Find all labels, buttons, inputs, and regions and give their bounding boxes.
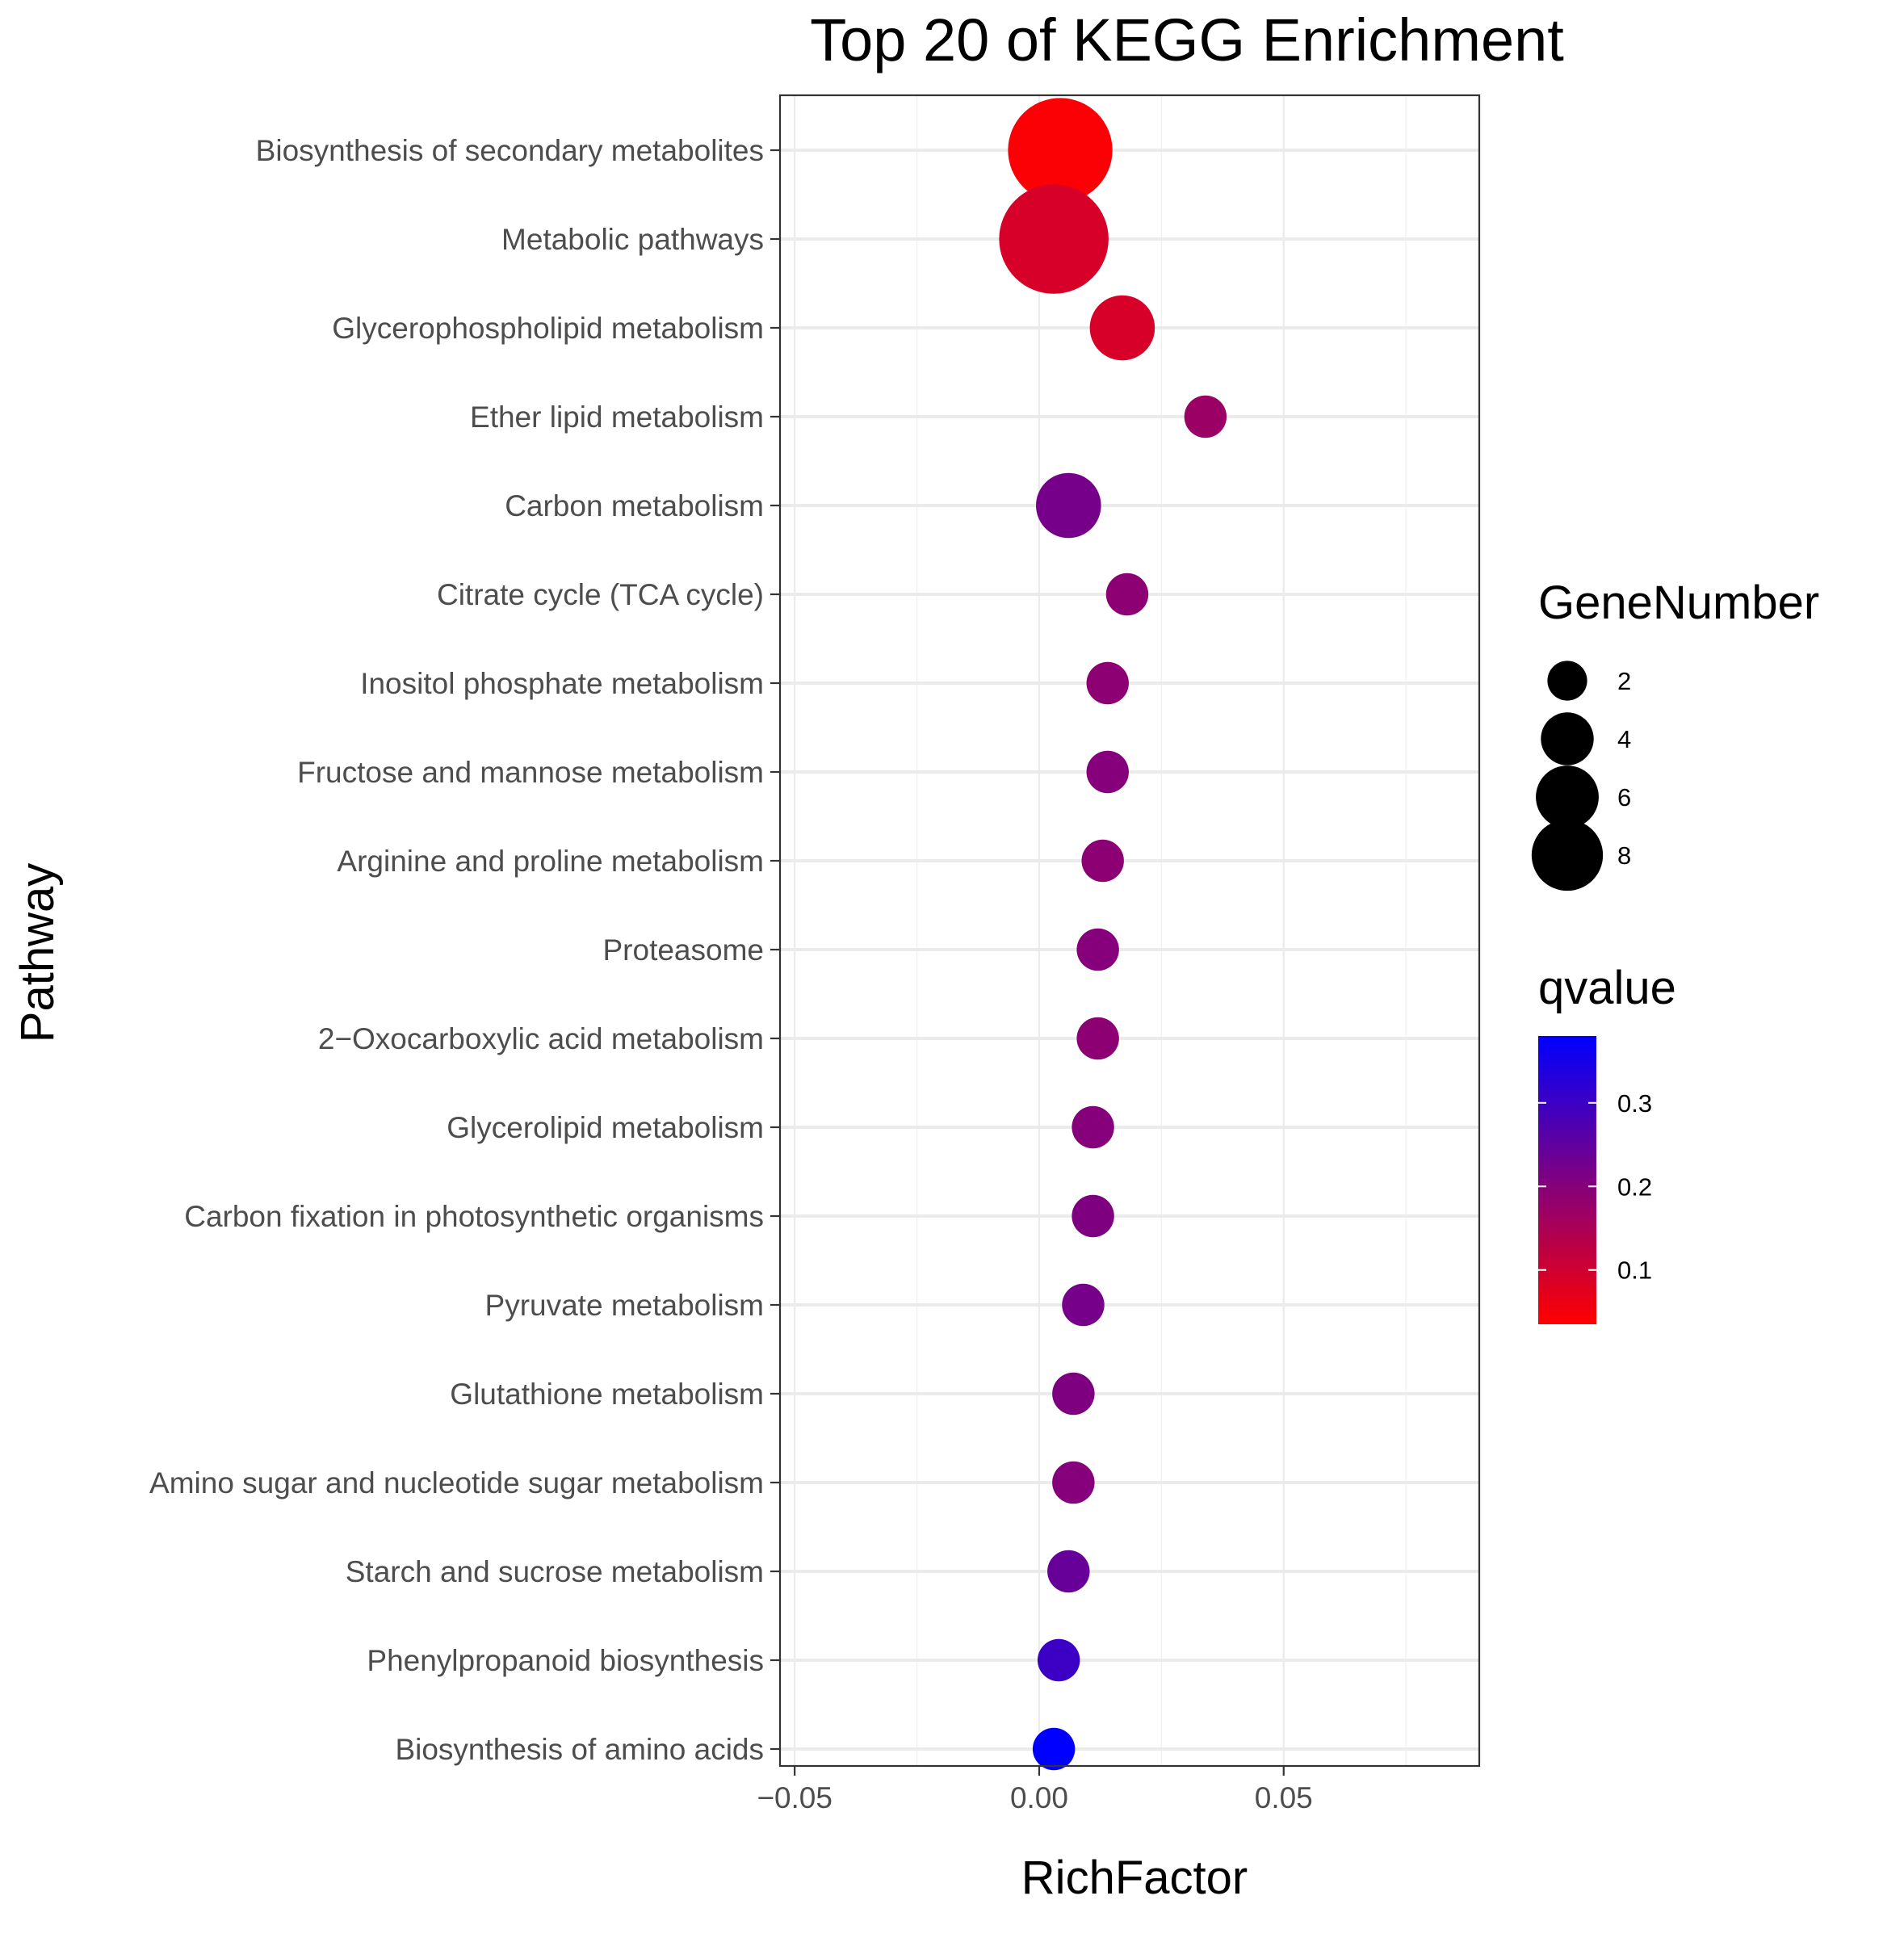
point-5: [1036, 472, 1101, 539]
x-tick-label: −0.05: [757, 1781, 832, 1814]
point-17: [1047, 1550, 1090, 1593]
y-tick-label: Proteasome: [603, 933, 765, 967]
gene-number-key-6: [1536, 765, 1599, 828]
qvalue-tick-label: 0.1: [1617, 1256, 1652, 1285]
point-8: [1086, 750, 1129, 794]
point-12: [1072, 1105, 1114, 1149]
y-tick-label: Glycerophospholipid metabolism: [332, 312, 764, 345]
qvalue-legend-title: qvalue: [1538, 962, 1676, 1014]
x-tick-label: 0.00: [1010, 1781, 1068, 1814]
qvalue-tick-label: 0.3: [1617, 1089, 1652, 1118]
y-tick-label: 2−Oxocarboxylic acid metabolism: [318, 1022, 764, 1055]
y-tick-label: Pyruvate metabolism: [485, 1289, 764, 1322]
gene-number-legend: GeneNumber 2 4 6 8: [1531, 577, 1819, 891]
gene-number-key-label: 6: [1617, 783, 1631, 812]
point-7: [1086, 661, 1129, 705]
qvalue-tick-label: 0.2: [1617, 1172, 1652, 1201]
x-tick-label: 0.05: [1255, 1781, 1313, 1814]
plot-panel-border: [778, 94, 1481, 1768]
point-2: [999, 184, 1109, 294]
gene-number-key-label: 4: [1617, 725, 1631, 753]
y-tick-label: Inositol phosphate metabolism: [360, 667, 764, 700]
qvalue-colorbar: [1538, 1036, 1596, 1324]
y-tick-label: Starch and sucrose metabolism: [346, 1555, 764, 1588]
y-tick-label: Carbon metabolism: [505, 489, 764, 522]
y-tick-label: Biosynthesis of secondary metabolites: [256, 134, 764, 167]
point-1: [1008, 98, 1113, 203]
x-axis: −0.05 0.00 0.05: [757, 1766, 1313, 1814]
point-11: [1076, 1017, 1119, 1060]
y-tick-label: Carbon fixation in photosynthetic organi…: [184, 1200, 764, 1233]
chart-title: Top 20 of KEGG Enrichment: [810, 6, 1564, 73]
y-tick-label: Ether lipid metabolism: [470, 401, 764, 434]
gene-number-key-2: [1547, 661, 1587, 701]
point-19: [1032, 1727, 1076, 1771]
point-18: [1037, 1638, 1080, 1682]
y-tick-label: Citrate cycle (TCA cycle): [437, 578, 764, 611]
y-tick-label: Amino sugar and nucleotide sugar metabol…: [149, 1466, 764, 1499]
point-4: [1184, 395, 1227, 438]
y-tick-label: Arginine and proline metabolism: [337, 845, 764, 878]
x-axis-title: RichFactor: [1021, 1852, 1248, 1904]
point-10: [1076, 928, 1119, 971]
gene-number-key-label: 2: [1617, 667, 1631, 695]
y-tick-label: Glutathione metabolism: [450, 1378, 764, 1411]
y-axis: Biosynthesis of secondary metabolites Met…: [149, 134, 780, 1766]
gene-number-legend-title: GeneNumber: [1538, 577, 1819, 629]
data-points: [999, 98, 1227, 1771]
point-14: [1062, 1283, 1105, 1327]
y-tick-label: Biosynthesis of amino acids: [395, 1733, 764, 1766]
point-9: [1081, 839, 1124, 883]
y-tick-label: Fructose and mannose metabolism: [297, 756, 764, 789]
y-tick-label: Phenylpropanoid biosynthesis: [367, 1644, 764, 1677]
y-axis-title: Pathway: [11, 863, 64, 1042]
gene-number-key-8: [1531, 819, 1604, 891]
qvalue-legend: qvalue 0.1 0.2 0.3: [1538, 962, 1676, 1324]
gene-number-key-4: [1541, 712, 1594, 765]
y-tick-label: Glycerolipid metabolism: [447, 1111, 764, 1144]
grid-lines: [780, 95, 1479, 1766]
y-tick-label: Metabolic pathways: [501, 223, 764, 256]
gene-number-key-label: 8: [1617, 841, 1631, 870]
point-3: [1089, 295, 1155, 361]
point-15: [1052, 1372, 1095, 1416]
point-6: [1105, 573, 1149, 616]
point-16: [1052, 1461, 1095, 1504]
point-13: [1072, 1194, 1114, 1238]
